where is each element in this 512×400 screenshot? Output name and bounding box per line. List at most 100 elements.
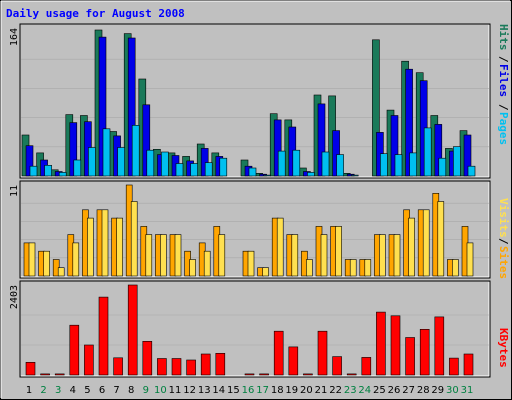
ymax-label-kbytes: 2403: [9, 285, 20, 309]
bar-kbytes-23: [346, 373, 357, 376]
bar-pages-12: [190, 163, 198, 177]
bar-sites-14: [218, 234, 226, 277]
bar-sites-20: [306, 259, 313, 277]
legend-slash-2: /: [497, 104, 510, 111]
bar-pages-13: [204, 162, 213, 177]
bar-kbytes-17: [259, 373, 269, 376]
bar-sites-22: [335, 226, 342, 277]
bar-sites-27: [408, 217, 415, 277]
bars-visits-sites: [21, 184, 489, 277]
bar-sites-16: [247, 250, 255, 277]
bar-pages-28: [423, 127, 432, 177]
bar-files-18: [273, 119, 282, 177]
bar-sites-6: [101, 209, 109, 277]
day-label-31: 31: [461, 385, 474, 396]
legend-sites: Sites: [497, 246, 510, 279]
day-label-26: 26: [388, 385, 401, 396]
day-label-23: 23: [344, 385, 357, 396]
bar-pages-8: [131, 125, 140, 177]
bar-kbytes-1: [25, 361, 36, 376]
bar-kbytes-5: [84, 344, 94, 376]
legend-hits-files-pages: Hits / Files / Pages: [497, 24, 510, 145]
ymax-label-visits: 11: [9, 185, 20, 197]
bar-pages-21: [321, 151, 330, 177]
legend-kbytes: KBytes: [497, 328, 510, 368]
bar-sites-7: [116, 217, 123, 277]
bar-kbytes-13: [200, 353, 211, 376]
bar-files-21: [317, 103, 326, 177]
day-label-20: 20: [300, 385, 313, 396]
day-label-17: 17: [256, 385, 269, 396]
day-label-29: 29: [431, 385, 444, 396]
bar-kbytes-7: [113, 357, 123, 376]
bar-files-8: [127, 37, 136, 177]
bar-sites-4: [72, 242, 80, 277]
bar-pages-30: [453, 146, 461, 177]
panel-kbytes: 2403: [9, 280, 491, 378]
bar-files-31: [463, 134, 472, 177]
day-label-19: 19: [285, 385, 298, 396]
bar-pages-25: [380, 153, 388, 177]
bar-sites-24: [364, 259, 372, 277]
bar-kbytes-31: [463, 353, 474, 376]
chart-title: Daily usage for August 2008: [6, 7, 185, 20]
bar-files-4: [69, 122, 78, 177]
bar-files-1: [25, 145, 34, 177]
bar-kbytes-14: [215, 352, 226, 376]
bar-pages-27: [409, 152, 417, 177]
bar-files-6: [98, 36, 107, 177]
bar-sites-19: [291, 234, 299, 277]
bar-sites-5: [87, 217, 94, 277]
bar-sites-3: [57, 267, 65, 277]
bar-files-9: [142, 104, 151, 177]
day-label-30: 30: [446, 385, 459, 396]
legend-slash-1: /: [497, 56, 510, 63]
bar-sites-26: [393, 234, 401, 277]
bar-kbytes-10: [157, 358, 167, 376]
bar-sites-29: [437, 201, 445, 277]
legend-files: Files: [497, 64, 510, 97]
bar-kbytes-30: [449, 357, 459, 376]
panel-visits-sites: 11: [9, 180, 491, 279]
bar-pages-19: [292, 149, 301, 177]
bar-pages-7: [117, 147, 125, 177]
legend-text-sites: Sites: [497, 246, 510, 279]
bar-files-26: [390, 115, 399, 177]
bar-kbytes-24: [361, 357, 372, 376]
bar-kbytes-16: [244, 373, 255, 376]
bar-sites-8: [130, 201, 138, 277]
legend-text-files: Files: [497, 64, 510, 97]
day-label-2: 2: [40, 385, 46, 396]
bars-hits-files-pages: [21, 29, 489, 177]
bar-pages-18: [277, 150, 286, 177]
day-label-7: 7: [113, 385, 119, 396]
bar-kbytes-28: [419, 328, 430, 376]
day-label-18: 18: [271, 385, 284, 396]
bar-pages-5: [88, 147, 96, 177]
bar-sites-18: [276, 217, 284, 277]
ymax-label-hits: 164: [9, 28, 20, 46]
bar-pages-10: [161, 151, 169, 177]
bar-sites-12: [189, 259, 196, 277]
day-label-1: 1: [26, 385, 32, 396]
bar-files-27: [405, 68, 413, 177]
bar-sites-28: [422, 209, 430, 277]
day-label-22: 22: [329, 385, 342, 396]
bar-kbytes-9: [142, 340, 153, 376]
bar-sites-2: [43, 250, 50, 277]
bar-kbytes-4: [69, 324, 80, 376]
day-label-25: 25: [373, 385, 386, 396]
legend-text-hits: Hits: [497, 24, 510, 51]
day-label-21: 21: [315, 385, 328, 396]
bar-kbytes-19: [288, 346, 299, 376]
bar-pages-26: [394, 154, 403, 177]
legend-hits: Hits: [497, 24, 510, 51]
bar-kbytes-12: [186, 359, 196, 376]
bar-pages-31: [467, 165, 476, 177]
bar-pages-16: [248, 167, 257, 177]
legend-visits: Visits: [497, 198, 510, 238]
day-label-6: 6: [99, 385, 105, 396]
day-label-13: 13: [198, 385, 211, 396]
day-label-9: 9: [143, 385, 149, 396]
